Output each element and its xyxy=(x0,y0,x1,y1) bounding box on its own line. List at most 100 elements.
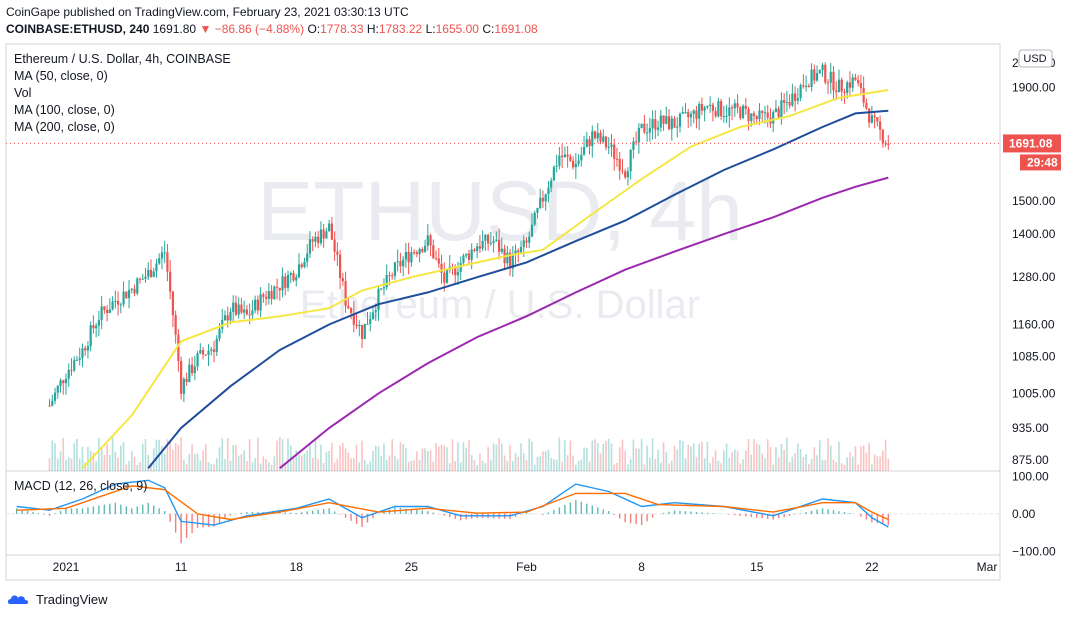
candle-body xyxy=(593,131,597,139)
candle-body xyxy=(747,108,750,122)
volume-bar xyxy=(849,452,851,471)
candle-body xyxy=(698,103,701,119)
volume-bar xyxy=(681,441,684,471)
candle-body xyxy=(785,101,789,103)
candle-body xyxy=(857,80,860,84)
volume-bar xyxy=(111,437,114,471)
volume-bar xyxy=(660,462,662,471)
volume-bar xyxy=(385,460,388,471)
candle-body xyxy=(423,245,427,252)
candle-body xyxy=(297,264,301,278)
volume-bar xyxy=(309,444,311,471)
candle-body xyxy=(160,252,164,259)
candle-body xyxy=(736,103,739,108)
volume-bar xyxy=(185,464,188,471)
candle-body xyxy=(632,141,635,150)
currency-button[interactable] xyxy=(1018,49,1053,68)
candle-body xyxy=(462,255,465,263)
time-tick-label: 11 xyxy=(175,560,188,574)
candle-body xyxy=(48,405,51,407)
volume-bar xyxy=(821,459,824,471)
candle-body xyxy=(410,252,413,263)
candle-body xyxy=(700,103,704,111)
candle-body xyxy=(289,273,292,276)
volume-bar xyxy=(78,458,81,471)
candle-body xyxy=(766,112,769,118)
volume-bar xyxy=(87,446,89,471)
volume-bar xyxy=(550,457,552,471)
candle-body xyxy=(270,290,273,299)
candle-body xyxy=(180,360,183,394)
candle-body xyxy=(530,224,534,237)
candle-body xyxy=(673,118,676,128)
volume-bar xyxy=(65,459,67,471)
legend-macd[interactable]: MACD (12, 26, close, 9) xyxy=(14,479,148,493)
volume-bar xyxy=(454,461,457,471)
volume-bar xyxy=(451,439,454,471)
macd-tick-label: 0.00 xyxy=(1012,507,1036,521)
candle-body xyxy=(459,262,462,272)
volume-bar xyxy=(805,454,807,471)
volume-bar xyxy=(380,455,383,471)
volume-bar xyxy=(539,456,542,471)
volume-bar xyxy=(712,457,714,471)
candle-body xyxy=(89,325,92,347)
legend-ma50[interactable]: MA (50, close, 0) xyxy=(14,69,108,83)
candle-body xyxy=(328,223,331,232)
close-label: C: xyxy=(482,22,495,36)
high-value: 1783.22 xyxy=(378,22,423,36)
candle-body xyxy=(81,348,84,359)
legend-ma100[interactable]: MA (100, close, 0) xyxy=(14,103,115,117)
volume-bar xyxy=(303,453,306,471)
volume-bar xyxy=(254,458,256,471)
candle-body xyxy=(454,266,457,276)
volume-bar xyxy=(635,448,637,471)
candle-body xyxy=(665,116,668,124)
candle-body xyxy=(138,278,142,280)
candle-body xyxy=(391,275,394,277)
candle-body xyxy=(218,328,221,339)
volume-bar xyxy=(67,457,70,471)
candle-body xyxy=(670,118,673,130)
volume-bar xyxy=(281,439,284,471)
volume-bar xyxy=(613,464,616,471)
volume-bar xyxy=(183,460,185,471)
candle-body xyxy=(443,272,446,283)
candle-body xyxy=(566,154,569,157)
volume-bar xyxy=(690,446,692,471)
candle-body xyxy=(210,349,213,351)
change-arrow-icon: ▼ xyxy=(199,22,212,36)
candle-body xyxy=(739,107,742,118)
volume-bar xyxy=(797,443,799,471)
volume-bar xyxy=(432,461,435,471)
volume-bar xyxy=(377,446,380,471)
candle-body xyxy=(796,98,799,101)
volume-bar xyxy=(736,450,739,471)
candle-body xyxy=(470,249,473,260)
volume-bar xyxy=(588,461,591,471)
volume-bar xyxy=(769,447,772,471)
volume-bar xyxy=(59,451,62,471)
volume-bar xyxy=(73,443,76,471)
tradingview-logo[interactable]: TradingView xyxy=(6,590,108,608)
candle-body xyxy=(810,69,813,88)
volume-bar xyxy=(344,448,347,471)
time-tick-label: 2021 xyxy=(53,560,80,574)
candle-body xyxy=(86,346,90,351)
candle-body xyxy=(366,323,369,325)
candle-body xyxy=(97,320,100,326)
volume-bar xyxy=(462,442,465,471)
candle-body xyxy=(358,324,361,327)
volume-bar xyxy=(566,455,569,471)
candle-body xyxy=(791,93,794,106)
volume-bar xyxy=(103,454,106,471)
time-tick-label: 25 xyxy=(405,560,419,574)
candle-body xyxy=(495,239,498,241)
legend-vol[interactable]: Vol xyxy=(14,86,32,100)
candle-body xyxy=(550,180,553,188)
legend-ma200[interactable]: MA (200, close, 0) xyxy=(14,120,115,134)
volume-bar xyxy=(424,448,426,471)
volume-bar xyxy=(487,447,489,471)
volume-bar xyxy=(840,463,843,471)
